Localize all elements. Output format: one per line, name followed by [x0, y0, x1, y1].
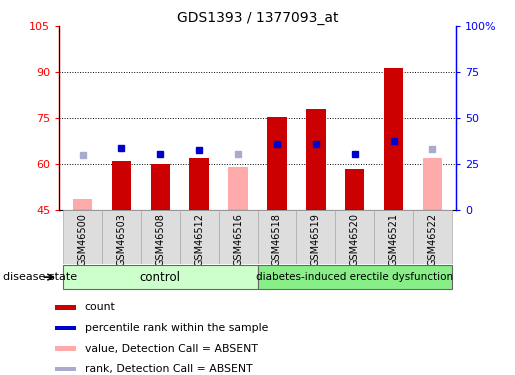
Bar — [258, 265, 452, 289]
Bar — [141, 210, 180, 264]
Bar — [73, 199, 92, 210]
Bar — [374, 210, 413, 264]
Bar — [219, 210, 258, 264]
Text: GSM46522: GSM46522 — [427, 213, 437, 266]
Text: GSM46503: GSM46503 — [116, 213, 126, 266]
Bar — [56, 305, 76, 310]
Text: GSM46521: GSM46521 — [389, 213, 399, 266]
Title: GDS1393 / 1377093_at: GDS1393 / 1377093_at — [177, 11, 338, 25]
Bar — [267, 117, 287, 210]
Bar — [296, 210, 335, 264]
Bar — [56, 326, 76, 330]
Text: GSM46516: GSM46516 — [233, 213, 243, 266]
Bar — [56, 346, 76, 351]
Text: GSM46520: GSM46520 — [350, 213, 359, 266]
Bar — [258, 210, 296, 264]
Bar — [384, 68, 403, 210]
Bar — [56, 367, 76, 372]
Bar — [63, 265, 258, 289]
Text: GSM46508: GSM46508 — [156, 213, 165, 266]
Bar — [190, 158, 209, 210]
Text: count: count — [85, 302, 116, 312]
Text: disease state: disease state — [3, 272, 77, 282]
Text: GSM46519: GSM46519 — [311, 213, 321, 266]
Bar — [413, 210, 452, 264]
Bar — [180, 210, 219, 264]
Text: GSM46500: GSM46500 — [78, 213, 88, 266]
Text: percentile rank within the sample: percentile rank within the sample — [85, 323, 268, 333]
Text: rank, Detection Call = ABSENT: rank, Detection Call = ABSENT — [85, 364, 252, 374]
Text: diabetes-induced erectile dysfunction: diabetes-induced erectile dysfunction — [256, 272, 453, 282]
Bar — [150, 164, 170, 210]
Text: control: control — [140, 271, 181, 284]
Bar — [306, 109, 325, 210]
Bar — [63, 210, 102, 264]
Bar — [423, 158, 442, 210]
Text: value, Detection Call = ABSENT: value, Detection Call = ABSENT — [85, 344, 258, 354]
Bar — [112, 161, 131, 210]
Bar — [335, 210, 374, 264]
Bar — [228, 167, 248, 210]
Text: GSM46512: GSM46512 — [194, 213, 204, 266]
Bar — [345, 169, 365, 210]
Text: GSM46518: GSM46518 — [272, 213, 282, 266]
Bar — [102, 210, 141, 264]
